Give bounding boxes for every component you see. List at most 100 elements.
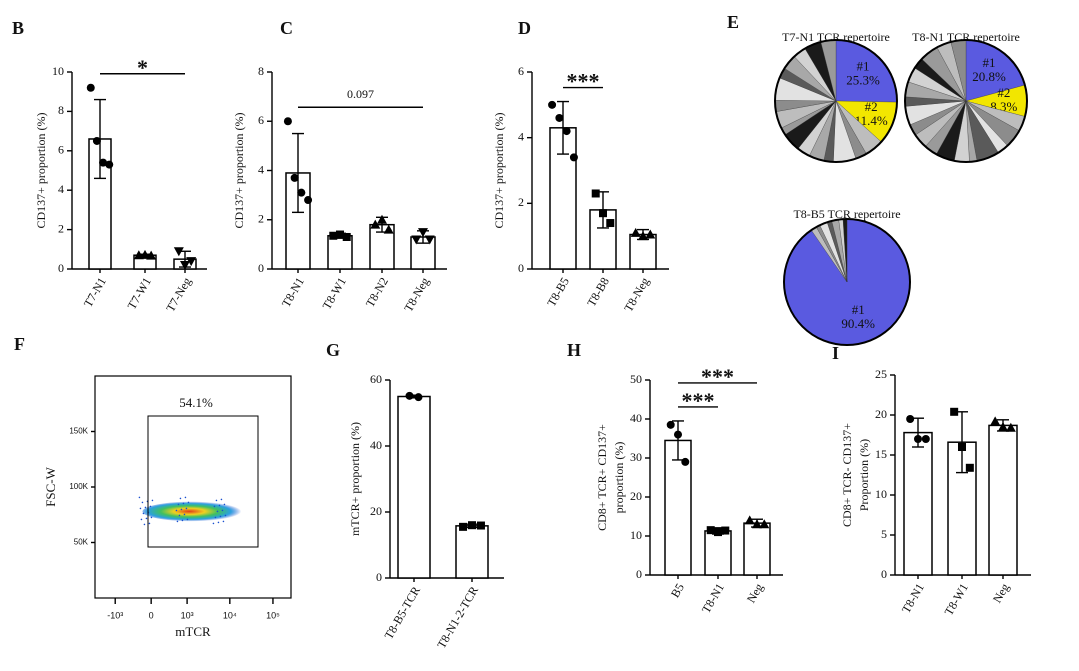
event-dot xyxy=(219,515,222,518)
y-tick-label: 10 xyxy=(52,64,64,78)
y-tick-label: 50K xyxy=(74,538,89,547)
data-point xyxy=(414,393,423,402)
pie-outline xyxy=(774,39,898,163)
significance-label: * xyxy=(137,55,148,80)
event-dot xyxy=(183,513,186,516)
y-tick-label: 0 xyxy=(518,261,524,275)
data-point xyxy=(759,519,770,529)
x-tick-label: T7-N1 xyxy=(81,275,109,310)
x-tick-label: T8-B5-TCR xyxy=(382,584,423,642)
flow-plot: 54.1% 50K 100K 150K -10³ 0 10³ 10⁴ 10⁵ FSC-W mTCR xyxy=(43,375,292,639)
y-tick-label: 6 xyxy=(258,113,264,127)
data-point xyxy=(562,127,571,136)
y-tick-label: 50 xyxy=(630,372,642,386)
x-tick-label: T7-W1 xyxy=(125,275,154,312)
event-dot xyxy=(176,520,179,523)
x-tick-label: 10⁴ xyxy=(223,610,237,620)
data-point xyxy=(173,247,184,257)
event-dot xyxy=(213,505,216,508)
event-dot xyxy=(187,501,190,504)
event-dot xyxy=(145,517,148,520)
x-tick-label: T8-B8 xyxy=(584,275,612,309)
x-tick-label: T8-W1 xyxy=(942,581,971,618)
data-point xyxy=(383,224,394,234)
density-cloud xyxy=(142,501,247,522)
event-dot xyxy=(182,502,185,505)
bar xyxy=(455,525,489,579)
y-axis-label: proportion (%) xyxy=(612,442,626,514)
data-point xyxy=(329,231,338,240)
significance-label: *** xyxy=(701,364,734,389)
slice-value-label: 90.4% xyxy=(841,316,875,331)
data-point xyxy=(186,257,197,267)
y-tick-label: 2 xyxy=(518,195,524,209)
data-point xyxy=(92,136,101,145)
x-tick-label: T8-N1 xyxy=(279,275,307,310)
y-tick-label: 40 xyxy=(370,438,382,452)
event-dot xyxy=(150,516,153,519)
slice-value-label: 20.8% xyxy=(972,69,1006,84)
y-tick-label: 30 xyxy=(630,450,642,464)
data-point xyxy=(950,407,959,416)
data-point xyxy=(336,230,344,239)
y-tick-label: 60 xyxy=(370,372,382,386)
y-tick-label: 10 xyxy=(630,528,642,542)
pie-title: T8-B5 TCR repertoire xyxy=(793,207,900,221)
event-dot xyxy=(149,505,152,508)
data-point xyxy=(140,249,150,259)
x-tick-label: 10⁵ xyxy=(266,610,280,620)
data-point xyxy=(744,515,755,525)
event-dot xyxy=(178,514,181,517)
y-tick-label: 10 xyxy=(875,487,887,501)
panel-label: H xyxy=(567,340,581,360)
y-tick-label: 6 xyxy=(518,64,524,78)
x-tick-label: 0 xyxy=(149,610,154,620)
y-axis-label: CD8+ TCR- CD137+ xyxy=(840,423,854,527)
panel-label: E xyxy=(727,12,739,32)
event-dot xyxy=(179,497,182,500)
event-dot xyxy=(144,506,147,509)
slice-name: #1 xyxy=(982,55,995,70)
x-tick-label: T8-Neg xyxy=(621,275,652,314)
y-tick-label: 8 xyxy=(58,103,64,117)
slice-value-label: 11.4% xyxy=(855,113,888,128)
data-point xyxy=(105,160,114,169)
data-point xyxy=(180,261,190,271)
y-tick-label: 4 xyxy=(58,182,64,196)
event-dot xyxy=(222,520,225,523)
x-tick-label: Neg xyxy=(744,581,766,605)
y-tick-label: 8 xyxy=(258,64,264,78)
y-tick-label: 20 xyxy=(875,407,887,421)
y-tick-label: 2 xyxy=(258,212,264,226)
data-point xyxy=(965,463,974,472)
slice-name: #1 xyxy=(852,302,865,317)
x-tick-label: 10³ xyxy=(181,610,194,620)
y-tick-label: 20 xyxy=(370,504,382,518)
pie-title: T7-N1 TCR repertoire xyxy=(782,30,890,44)
event-dot xyxy=(220,498,223,501)
slice-name: #2 xyxy=(997,85,1010,100)
event-dot xyxy=(143,523,146,526)
y-axis-label: CD137+ proportion (%) xyxy=(492,112,506,228)
data-point xyxy=(342,232,351,241)
y-axis-label: mTCR+ proportion (%) xyxy=(348,422,362,536)
data-point xyxy=(459,522,468,531)
slice-name: #1 xyxy=(856,58,869,73)
panel-label: C xyxy=(280,18,293,38)
data-point xyxy=(606,219,615,228)
y-tick-label: 2 xyxy=(58,221,64,235)
event-dot xyxy=(224,514,227,517)
bar xyxy=(988,424,1018,576)
x-tick-label: T8-Neg xyxy=(401,275,432,314)
data-point xyxy=(630,227,641,237)
panel-label: B xyxy=(12,18,24,38)
event-dot xyxy=(223,503,226,506)
bar xyxy=(704,530,732,576)
x-tick-label: B5 xyxy=(668,581,687,600)
data-point xyxy=(721,526,730,535)
panel-label: G xyxy=(326,340,340,360)
data-point xyxy=(958,443,966,451)
data-point xyxy=(468,521,476,530)
x-axis-label: mTCR xyxy=(175,624,211,639)
data-point xyxy=(424,235,435,245)
